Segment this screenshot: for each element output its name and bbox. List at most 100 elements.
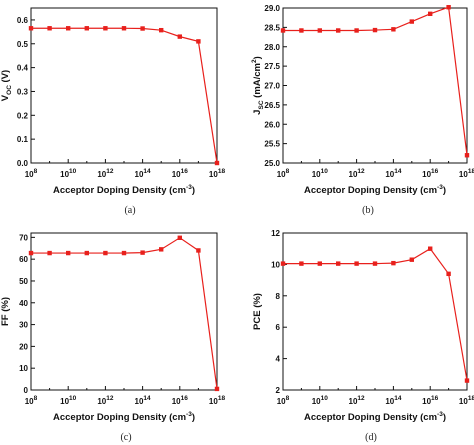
y-tick-label: 8 [276, 292, 281, 301]
data-point [446, 271, 451, 277]
panel-caption: (a) [124, 205, 135, 216]
x-tick-label: 1010 [312, 395, 329, 406]
x-tick-label: 1018 [209, 395, 226, 406]
data-point [140, 26, 145, 31]
y-tick-label: 27.5 [264, 62, 280, 71]
x-tick-label: 1010 [312, 168, 329, 179]
data-point [372, 261, 378, 266]
y-tick-label: 0.1 [17, 135, 29, 144]
x-tick-label: 108 [25, 168, 38, 179]
y-tick-label: 60 [19, 255, 28, 264]
data-point [159, 247, 164, 252]
data-point [391, 260, 396, 266]
panel-b: 25.0 25.5 26.0 26.5 27.0 27.5 28.0 28.5 29.0 108 1… [251, 4, 474, 216]
x-tick-label: 1012 [349, 395, 366, 406]
x-tick-label: 108 [277, 168, 290, 179]
data-point [409, 257, 414, 262]
data-point [280, 261, 286, 266]
panel-a: 0.0 0.1 0.2 0.3 0.4 0.5 0.6 108 1010 1012 1014 1016… [0, 7, 226, 216]
y-axis-label: JSC (mA/cm2) [251, 56, 265, 115]
y-tick-label: 25.0 [264, 159, 280, 168]
plot-frame [30, 232, 218, 391]
x-axis-label: Acceptor Doping Density (cm-3) [53, 411, 195, 423]
x-tick-label: 108 [25, 395, 38, 406]
data-point [84, 250, 89, 256]
series-line [283, 247, 468, 381]
series-line [31, 237, 218, 389]
x-tick-label: 1012 [349, 168, 366, 179]
x-axis-label: Acceptor Doping Density (cm-3) [304, 411, 446, 423]
y-tick-label: 4 [276, 355, 281, 364]
y-tick-label: 0.3 [17, 87, 29, 96]
y-axis-label: VOC (V) [0, 70, 13, 101]
x-tick-label: 1014 [135, 168, 152, 179]
data-point [354, 28, 359, 33]
x-tick-label: 1018 [459, 395, 474, 406]
data-point [121, 250, 127, 256]
y-tick-label: 20 [19, 342, 28, 351]
x-tick-label: 1016 [422, 168, 439, 179]
y-tick-label: 10 [271, 260, 280, 269]
y-tick-label: 0.4 [17, 64, 29, 73]
data-point [214, 160, 220, 166]
data-point [372, 27, 378, 33]
x-tick-label: 1016 [172, 168, 189, 179]
x-tick-label: 1010 [60, 168, 77, 179]
x-tick-label: 108 [277, 395, 290, 406]
panel-caption: (b) [362, 205, 374, 216]
data-point [103, 26, 108, 31]
x-tick-label: 1016 [422, 395, 439, 406]
y-tick-label: 26.5 [264, 101, 280, 110]
data-point [177, 235, 182, 240]
y-tick-label: 26.0 [264, 120, 280, 129]
y-tick-label: 0.6 [17, 16, 29, 25]
y-tick-label: 50 [19, 277, 28, 286]
panel-c: 0 10 20 30 40 50 60 70 108 1010 1012 1014 1016 1018 Ac… [0, 232, 226, 443]
x-tick-label: 1014 [385, 395, 402, 406]
y-tick-label: 0.2 [17, 111, 29, 120]
data-point [336, 261, 341, 266]
data-point [214, 386, 220, 392]
data-point [103, 250, 108, 256]
y-tick-label: 70 [19, 233, 28, 242]
data-point [159, 27, 164, 33]
y-tick-label: 0.5 [17, 40, 29, 49]
x-axis-label: Acceptor Doping Density (cm-3) [304, 184, 446, 196]
data-point [428, 11, 433, 17]
y-tick-label: 10 [19, 364, 28, 373]
y-tick-label: 40 [19, 299, 28, 308]
y-tick-label: 2 [276, 386, 281, 395]
data-point [84, 26, 89, 31]
y-tick-label: 28.0 [264, 43, 280, 52]
x-tick-label: 1012 [97, 168, 114, 179]
x-axis-label: Acceptor Doping Density (cm-3) [53, 184, 195, 196]
data-point [446, 5, 451, 10]
data-point [66, 250, 71, 256]
y-tick-label: 30 [19, 321, 28, 330]
data-point [28, 250, 34, 256]
x-tick-label: 1018 [209, 168, 226, 179]
y-tick-label: 25.5 [264, 140, 280, 149]
y-tick-label: 6 [276, 323, 281, 332]
data-point [317, 28, 322, 33]
y-tick-label: 29.0 [264, 4, 280, 13]
data-point [409, 19, 414, 24]
y-axis-label: PCE (%) [252, 293, 263, 330]
panel-caption: (d) [365, 432, 377, 443]
series-line [31, 27, 218, 164]
data-point [299, 28, 304, 33]
data-point [121, 26, 127, 31]
x-tick-label: 1012 [97, 395, 114, 406]
data-point [391, 27, 396, 32]
data-point [354, 261, 359, 266]
data-point [28, 26, 34, 31]
data-point [47, 26, 52, 31]
data-point [428, 246, 433, 251]
y-tick-label: 28.5 [264, 23, 280, 32]
data-point [336, 28, 341, 33]
data-point [317, 261, 322, 266]
data-point [177, 34, 182, 39]
data-point [464, 153, 470, 158]
